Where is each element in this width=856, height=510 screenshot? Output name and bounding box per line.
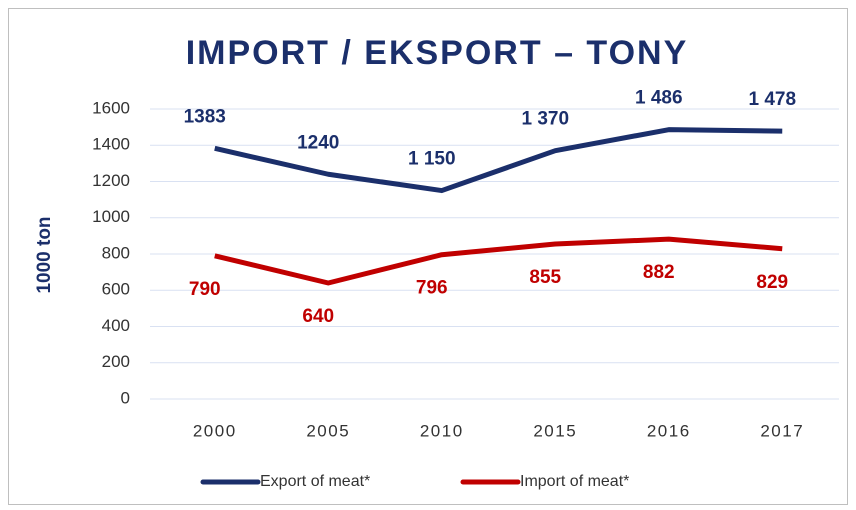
x-tick-label: 2017 <box>760 421 804 440</box>
y-tick-label: 0 <box>121 388 130 407</box>
x-tick-label: 2016 <box>647 421 691 440</box>
y-tick-label: 400 <box>102 316 130 335</box>
x-tick-label: 2000 <box>193 421 237 440</box>
y-tick-label: 1600 <box>92 98 130 117</box>
data-label: 1 486 <box>635 88 683 109</box>
y-tick-label: 800 <box>102 243 130 262</box>
data-label: 829 <box>756 272 788 293</box>
x-tick-label: 2005 <box>306 421 350 440</box>
y-tick-label: 1200 <box>92 171 130 190</box>
chart-title: IMPORT / EKSPORT – TONY <box>186 34 689 72</box>
data-label: 855 <box>529 267 561 288</box>
series-line <box>214 127 783 194</box>
data-label: 640 <box>302 306 334 327</box>
data-label: 790 <box>189 279 221 300</box>
x-tick-label: 2015 <box>533 421 577 440</box>
y-tick-label: 600 <box>102 280 130 299</box>
y-tick-label: 1000 <box>92 207 130 226</box>
data-label: 1383 <box>184 106 226 127</box>
data-label: 796 <box>416 278 448 299</box>
data-label: 1 150 <box>408 149 456 170</box>
data-label: 1 370 <box>521 109 569 130</box>
data-label: 882 <box>643 262 675 283</box>
y-tick-label: 200 <box>102 352 130 371</box>
series-line <box>214 236 783 286</box>
y-tick-label: 1400 <box>92 135 130 154</box>
legend-label: Export of meat* <box>260 473 370 490</box>
data-label: 1240 <box>297 132 339 153</box>
y-axis-label: 1000 ton <box>34 216 55 293</box>
x-tick-label: 2010 <box>420 421 464 440</box>
data-label: 1 478 <box>748 89 796 110</box>
legend-label: Import of meat* <box>520 473 629 490</box>
